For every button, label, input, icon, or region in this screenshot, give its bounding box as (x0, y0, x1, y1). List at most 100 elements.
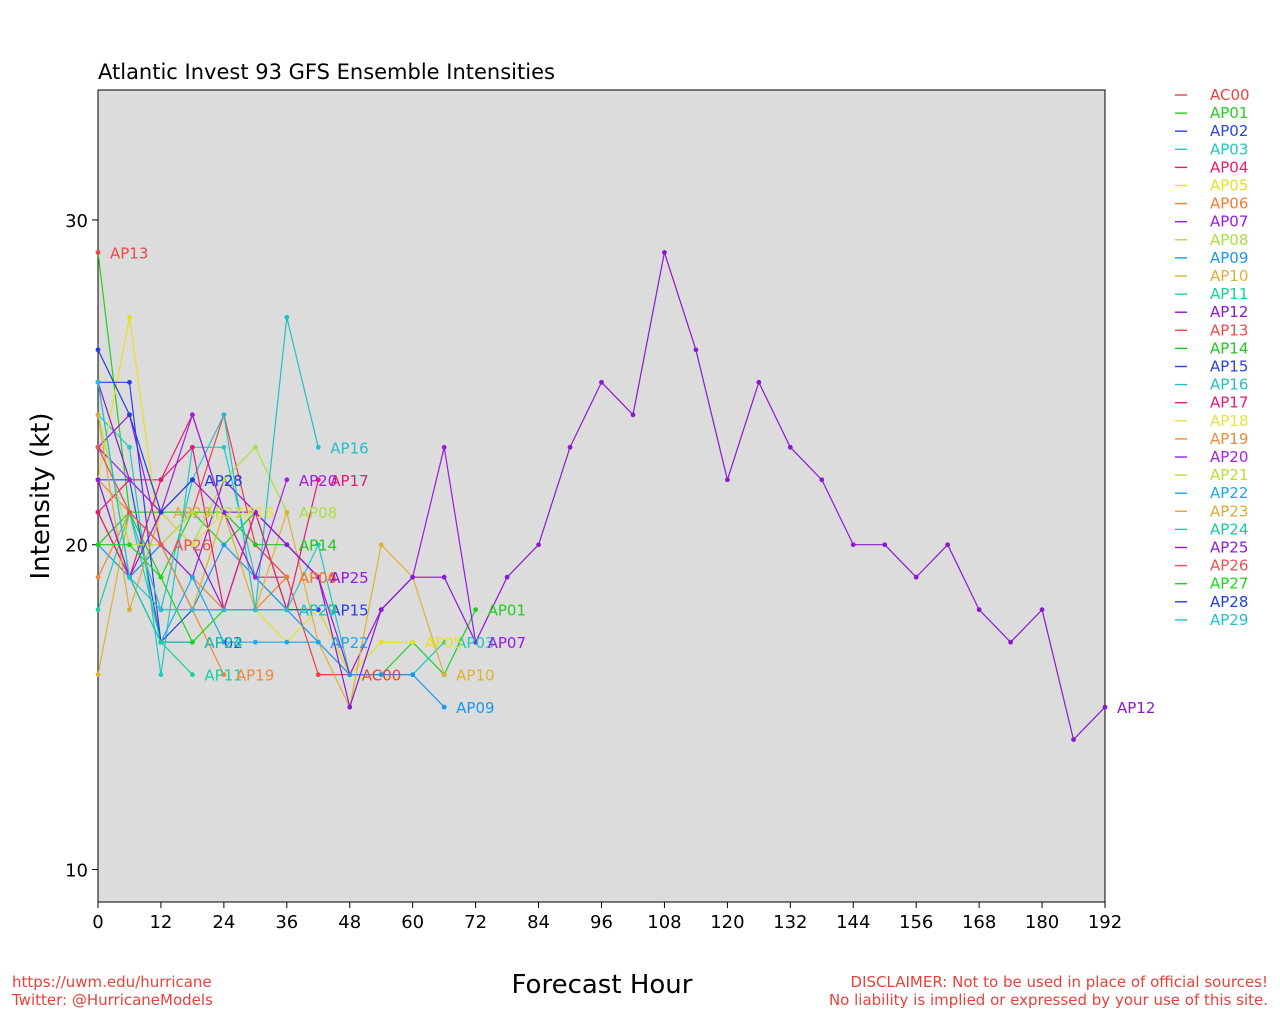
series-end-label: AP02 (204, 634, 242, 652)
data-point (190, 639, 195, 645)
legend-item: AP22 (1175, 484, 1248, 502)
series-end-label: AP27 (299, 602, 337, 620)
data-point (630, 412, 636, 418)
data-point (1008, 639, 1013, 645)
data-point (567, 444, 573, 450)
data-point (252, 509, 258, 515)
legend-label: AP14 (1210, 339, 1248, 357)
legend-item: AP13 (1175, 321, 1248, 339)
x-tick-label: 180 (1025, 912, 1059, 933)
x-tick-label: 48 (338, 912, 361, 933)
legend-item: AP02 (1175, 122, 1248, 140)
legend-label: AP27 (1210, 575, 1248, 593)
data-point (190, 607, 195, 613)
x-tick-label: 84 (527, 912, 550, 933)
series-end-label: AP14 (299, 537, 337, 555)
series-end-label: AP29 (299, 602, 337, 620)
legend-label: AP10 (1210, 267, 1248, 285)
legend-item: AP18 (1175, 412, 1248, 430)
x-tick-label: 12 (149, 912, 172, 933)
legend-item: AP08 (1175, 231, 1248, 249)
data-point (504, 574, 510, 580)
legend-item: AP10 (1175, 267, 1248, 285)
data-point (95, 412, 101, 418)
series-end-label: AP08 (299, 504, 337, 522)
data-point (347, 704, 353, 710)
data-point (95, 509, 101, 515)
data-point (315, 542, 321, 548)
data-point (410, 639, 416, 645)
data-point (190, 412, 195, 418)
data-point (441, 444, 447, 450)
data-point (284, 477, 290, 483)
legend-item: AP29 (1175, 611, 1248, 629)
legend-item: AP23 (1175, 502, 1248, 520)
data-point (95, 250, 101, 255)
legend-label: AP02 (1210, 122, 1248, 140)
data-point (221, 607, 227, 613)
data-point (190, 477, 195, 483)
data-point (127, 379, 132, 385)
series-end-label: AP04 (299, 569, 337, 587)
legend-label: AP20 (1210, 448, 1248, 466)
legend-item: AP17 (1175, 394, 1248, 412)
legend-label: AP21 (1210, 466, 1248, 484)
legend-label: AP29 (1210, 611, 1248, 629)
data-point (441, 639, 447, 645)
x-tick-label: 156 (899, 912, 933, 933)
series-ap26 (95, 444, 164, 548)
data-point (1102, 704, 1108, 710)
legend-item: AP19 (1175, 430, 1248, 448)
data-point (315, 574, 321, 580)
series-end-label: AP12 (1117, 699, 1155, 717)
data-point (158, 509, 164, 515)
legend-item: AP03 (1175, 140, 1248, 158)
series-end-label: AP28 (204, 472, 242, 490)
series-end-label: AP13 (110, 244, 148, 262)
data-point (190, 574, 195, 580)
data-point (158, 607, 164, 613)
y-tick-label: 30 (65, 211, 88, 232)
legend-label: AP01 (1210, 104, 1248, 122)
data-point (913, 574, 919, 580)
data-point (252, 607, 258, 613)
plot-area (97, 89, 1106, 903)
legend-item: AC00 (1175, 86, 1250, 104)
data-point (221, 477, 227, 483)
legend-label: AC00 (1210, 86, 1250, 104)
series-line (97, 543, 445, 708)
data-point (190, 509, 195, 515)
legend-label: AP18 (1210, 412, 1248, 430)
series-end-label: AP26 (173, 537, 211, 555)
data-point (378, 639, 384, 645)
data-point (127, 412, 132, 418)
footer-disclaimer: DISCLAIMER: Not to be used in place of o… (829, 973, 1268, 1009)
data-point (599, 379, 604, 385)
data-point (284, 314, 290, 320)
data-point (536, 542, 541, 548)
x-tick-label: 0 (92, 912, 103, 933)
series-layer (95, 250, 1108, 742)
series-end-label: AP19 (236, 667, 274, 685)
series-ap13 (95, 250, 101, 255)
legend-label: AP06 (1210, 195, 1248, 213)
data-point (158, 477, 164, 483)
legend-label: AP07 (1210, 213, 1248, 231)
footer-twitter[interactable]: Twitter: @HurricaneModels (12, 991, 213, 1009)
legend-label: AP11 (1210, 285, 1248, 303)
data-point (284, 509, 290, 515)
data-point (190, 542, 195, 548)
data-point (127, 509, 132, 515)
data-point (190, 444, 195, 450)
series-end-label: AP11 (204, 667, 242, 685)
data-point (347, 672, 353, 678)
series-end-label: AP06 (299, 569, 337, 587)
series-ap28 (95, 347, 195, 515)
data-point (95, 347, 101, 353)
data-point (158, 639, 164, 645)
data-point (190, 672, 195, 678)
footer-url[interactable]: https://uwm.edu/hurricane (12, 973, 212, 991)
chart-title: Atlantic Invest 93 GFS Ensemble Intensit… (98, 60, 555, 84)
data-point (95, 542, 101, 548)
series-ap29 (95, 379, 290, 613)
